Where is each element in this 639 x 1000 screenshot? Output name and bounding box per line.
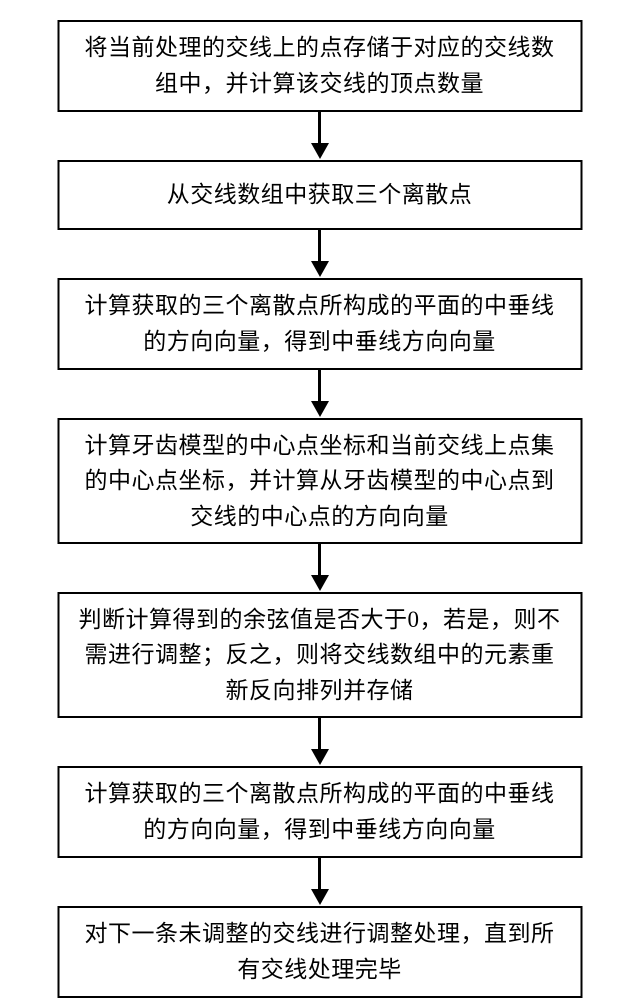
flow-node-text: 从交线数组中获取三个离散点 [167,177,473,213]
arrow-line [318,544,321,576]
flow-arrow [311,112,329,159]
flow-node-3: 计算获取的三个离散点所构成的平面的中垂线的方向向量，得到中垂线方向向量 [57,278,582,370]
arrow-line [318,112,321,144]
flow-node-text: 对下一条未调整的交线进行调整处理，直到所有交线处理完毕 [73,916,566,987]
flow-node-text: 计算获取的三个离散点所构成的平面的中垂线的方向向量，得到中垂线方向向量 [73,776,566,847]
arrow-head-icon [311,401,329,417]
flow-node-4: 计算牙齿模型的中心点坐标和当前交线上点集的中心点坐标，并计算从牙齿模型的中心点到… [57,418,582,544]
flow-node-5: 判断计算得到的余弦值是否大于0，若是，则不需进行调整；反之，则将交线数组中的元素… [57,592,582,718]
flow-node-text: 计算牙齿模型的中心点坐标和当前交线上点集的中心点坐标，并计算从牙齿模型的中心点到… [73,428,566,535]
arrow-line [318,230,321,262]
flow-arrow [311,370,329,417]
flow-node-text: 判断计算得到的余弦值是否大于0，若是，则不需进行调整；反之，则将交线数组中的元素… [73,602,566,709]
arrow-head-icon [311,889,329,905]
arrow-head-icon [311,575,329,591]
flow-node-2: 从交线数组中获取三个离散点 [57,160,582,230]
flow-arrow [311,230,329,277]
flow-node-1: 将当前处理的交线上的点存储于对应的交线数组中，并计算该交线的顶点数量 [57,20,582,112]
flow-node-text: 计算获取的三个离散点所构成的平面的中垂线的方向向量，得到中垂线方向向量 [73,288,566,359]
arrow-line [318,858,321,890]
flowchart-container: 将当前处理的交线上的点存储于对应的交线数组中，并计算该交线的顶点数量 从交线数组… [0,0,639,1000]
flow-node-7: 对下一条未调整的交线进行调整处理，直到所有交线处理完毕 [57,906,582,998]
flow-node-text: 将当前处理的交线上的点存储于对应的交线数组中，并计算该交线的顶点数量 [73,30,566,101]
arrow-head-icon [311,749,329,765]
flow-node-6: 计算获取的三个离散点所构成的平面的中垂线的方向向量，得到中垂线方向向量 [57,766,582,858]
flow-arrow [311,858,329,905]
arrow-line [318,718,321,750]
arrow-line [318,370,321,402]
flow-arrow [311,718,329,765]
flow-arrow [311,544,329,591]
arrow-head-icon [311,261,329,277]
arrow-head-icon [311,143,329,159]
